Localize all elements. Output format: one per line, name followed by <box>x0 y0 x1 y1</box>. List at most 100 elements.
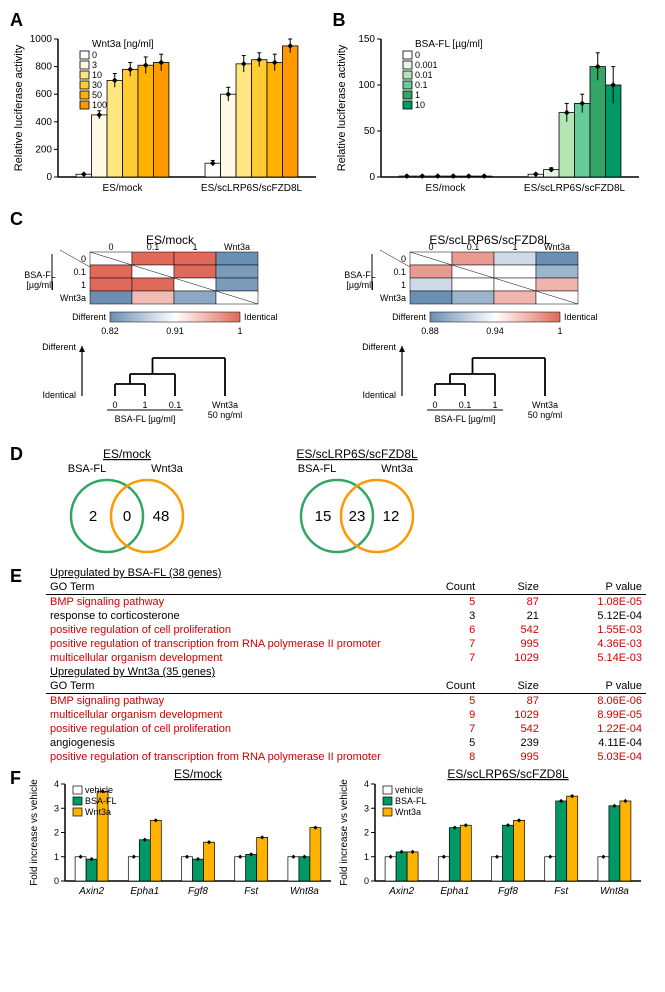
svg-text:BSA-FL [µg/ml]: BSA-FL [µg/ml] <box>435 414 496 424</box>
svg-text:[µg/ml]: [µg/ml] <box>346 280 373 290</box>
svg-text:0: 0 <box>401 254 406 264</box>
svg-text:0: 0 <box>364 876 369 886</box>
svg-text:Fold increase vs vehicle: Fold increase vs vehicle <box>29 779 40 886</box>
svg-text:600: 600 <box>35 89 52 100</box>
svg-text:Fold increase vs vehicle: Fold increase vs vehicle <box>339 779 350 886</box>
svg-text:0.88: 0.88 <box>421 326 439 336</box>
panel-c: C ES/mock00.11Wnt3a00.11Wnt3aBSA-FL[µg/m… <box>10 209 655 442</box>
svg-text:ES/scLRP6S/scFZD8L: ES/scLRP6S/scFZD8L <box>429 233 551 247</box>
panel-c-label: C <box>10 209 651 230</box>
svg-text:ES/mock: ES/mock <box>425 183 466 194</box>
svg-text:3: 3 <box>364 803 369 813</box>
svg-text:800: 800 <box>35 62 52 73</box>
svg-text:15: 15 <box>315 508 332 525</box>
svg-text:Axin2: Axin2 <box>388 886 414 897</box>
svg-text:Identical: Identical <box>362 390 396 400</box>
svg-text:0.1: 0.1 <box>415 80 428 90</box>
svg-text:BSA-FL: BSA-FL <box>298 463 337 475</box>
svg-text:Identical: Identical <box>244 312 278 322</box>
svg-text:30: 30 <box>92 80 102 90</box>
svg-text:0: 0 <box>54 876 59 886</box>
svg-text:0.82: 0.82 <box>101 326 119 336</box>
svg-text:4: 4 <box>54 779 59 789</box>
svg-text:BSA-FL [µg/ml]: BSA-FL [µg/ml] <box>415 39 483 50</box>
svg-text:ES/scLRP6S/scFZD8L: ES/scLRP6S/scFZD8L <box>523 183 625 194</box>
svg-text:0.001: 0.001 <box>415 60 438 70</box>
svg-text:12: 12 <box>383 508 400 525</box>
svg-text:Identical: Identical <box>564 312 598 322</box>
svg-text:Wnt3a: Wnt3a <box>532 400 558 410</box>
svg-text:Different: Different <box>42 342 76 352</box>
svg-text:100: 100 <box>92 100 107 110</box>
panel-d: D ES/mockBSA-FLWnt3a2048 ES/scLRP6S/scFZ… <box>10 444 655 564</box>
svg-text:Wnt3a: Wnt3a <box>381 463 414 475</box>
panel-d-label: D <box>10 444 23 562</box>
svg-text:Epha1: Epha1 <box>440 886 469 897</box>
svg-text:10: 10 <box>92 70 102 80</box>
svg-text:50: 50 <box>92 90 102 100</box>
svg-text:0: 0 <box>112 400 117 410</box>
svg-text:Fgf8: Fgf8 <box>498 886 518 897</box>
svg-text:0.1: 0.1 <box>467 242 480 252</box>
svg-text:1000: 1000 <box>30 34 53 45</box>
svg-text:Wnt3a: Wnt3a <box>395 807 421 817</box>
svg-text:ES/scLRP6S/scFZD8L: ES/scLRP6S/scFZD8L <box>201 183 303 194</box>
svg-text:Epha1: Epha1 <box>130 886 159 897</box>
svg-text:1: 1 <box>401 280 406 290</box>
svg-text:0.01: 0.01 <box>415 70 433 80</box>
svg-text:0: 0 <box>123 508 131 525</box>
svg-text:0: 0 <box>428 242 433 252</box>
svg-text:0.91: 0.91 <box>166 326 184 336</box>
svg-text:BSA-FL: BSA-FL <box>395 796 427 806</box>
svg-text:Wnt8a: Wnt8a <box>600 886 629 897</box>
svg-text:2: 2 <box>364 828 369 838</box>
panel-row-ab: A 02004006008001000Relative luciferase a… <box>10 10 655 203</box>
svg-text:Wnt3a: Wnt3a <box>544 242 570 252</box>
svg-text:BSA-FL [µg/ml]: BSA-FL [µg/ml] <box>115 414 176 424</box>
chart-f-right: ES/scLRP6S/scFZD8L01234Fold increase vs … <box>335 768 645 903</box>
svg-text:400: 400 <box>35 117 52 128</box>
panel-b: B 050100150Relative luciferase activityE… <box>333 10 656 203</box>
panel-f: F ES/mock01234Fold increase vs vehicleAx… <box>10 768 655 903</box>
svg-text:BSA-FL: BSA-FL <box>344 270 376 280</box>
svg-text:48: 48 <box>153 508 170 525</box>
panel-a-label: A <box>10 10 329 31</box>
svg-text:0.1: 0.1 <box>393 267 406 277</box>
svg-text:BSA-FL: BSA-FL <box>24 270 56 280</box>
panel-f-label: F <box>10 768 21 901</box>
svg-text:100: 100 <box>358 80 375 91</box>
svg-text:1: 1 <box>364 852 369 862</box>
go-table: Upregulated by Wnt3a (35 genes)GO TermCo… <box>46 665 646 764</box>
svg-text:Fst: Fst <box>244 886 259 897</box>
svg-text:2: 2 <box>54 828 59 838</box>
svg-text:0: 0 <box>415 50 420 60</box>
svg-text:Wnt3a [ng/ml]: Wnt3a [ng/ml] <box>92 39 154 50</box>
svg-text:200: 200 <box>35 144 52 155</box>
panel-a: A 0 200 400 600 800 1000 Relative luciferase a… <box>10 10 333 203</box>
svg-text:1: 1 <box>415 90 420 100</box>
svg-text:50 ng/ml: 50 ng/ml <box>528 410 563 420</box>
svg-text:0.1: 0.1 <box>73 267 86 277</box>
svg-text:1: 1 <box>192 242 197 252</box>
svg-text:3: 3 <box>54 803 59 813</box>
svg-text:0.1: 0.1 <box>169 400 182 410</box>
svg-text:1: 1 <box>492 400 497 410</box>
chart-f-left: ES/mock01234Fold increase vs vehicleAxin… <box>25 768 335 903</box>
svg-text:vehicle: vehicle <box>395 785 423 795</box>
svg-text:Wnt3a: Wnt3a <box>212 400 238 410</box>
venn-d-left: ES/mockBSA-FLWnt3a2048 <box>27 444 227 564</box>
svg-text:0: 0 <box>108 242 113 252</box>
svg-text:ES/mock: ES/mock <box>103 447 152 461</box>
go-tables: Upregulated by BSA-FL (38 genes)GO TermC… <box>26 566 646 764</box>
svg-text:0: 0 <box>46 172 52 183</box>
svg-text:Wnt8a: Wnt8a <box>290 886 319 897</box>
svg-text:0.1: 0.1 <box>459 400 472 410</box>
svg-text:Wnt3a: Wnt3a <box>85 807 111 817</box>
svg-text:50 ng/ml: 50 ng/ml <box>208 410 243 420</box>
panel-e-label: E <box>10 566 22 762</box>
svg-text:Relative luciferase activity: Relative luciferase activity <box>13 44 25 171</box>
svg-text:Fst: Fst <box>554 886 569 897</box>
svg-text:0: 0 <box>369 172 375 183</box>
heatmap-c-left: ES/mock00.11Wnt3a00.11Wnt3aBSA-FL[µg/ml]… <box>10 232 330 442</box>
svg-text:50: 50 <box>363 126 375 137</box>
